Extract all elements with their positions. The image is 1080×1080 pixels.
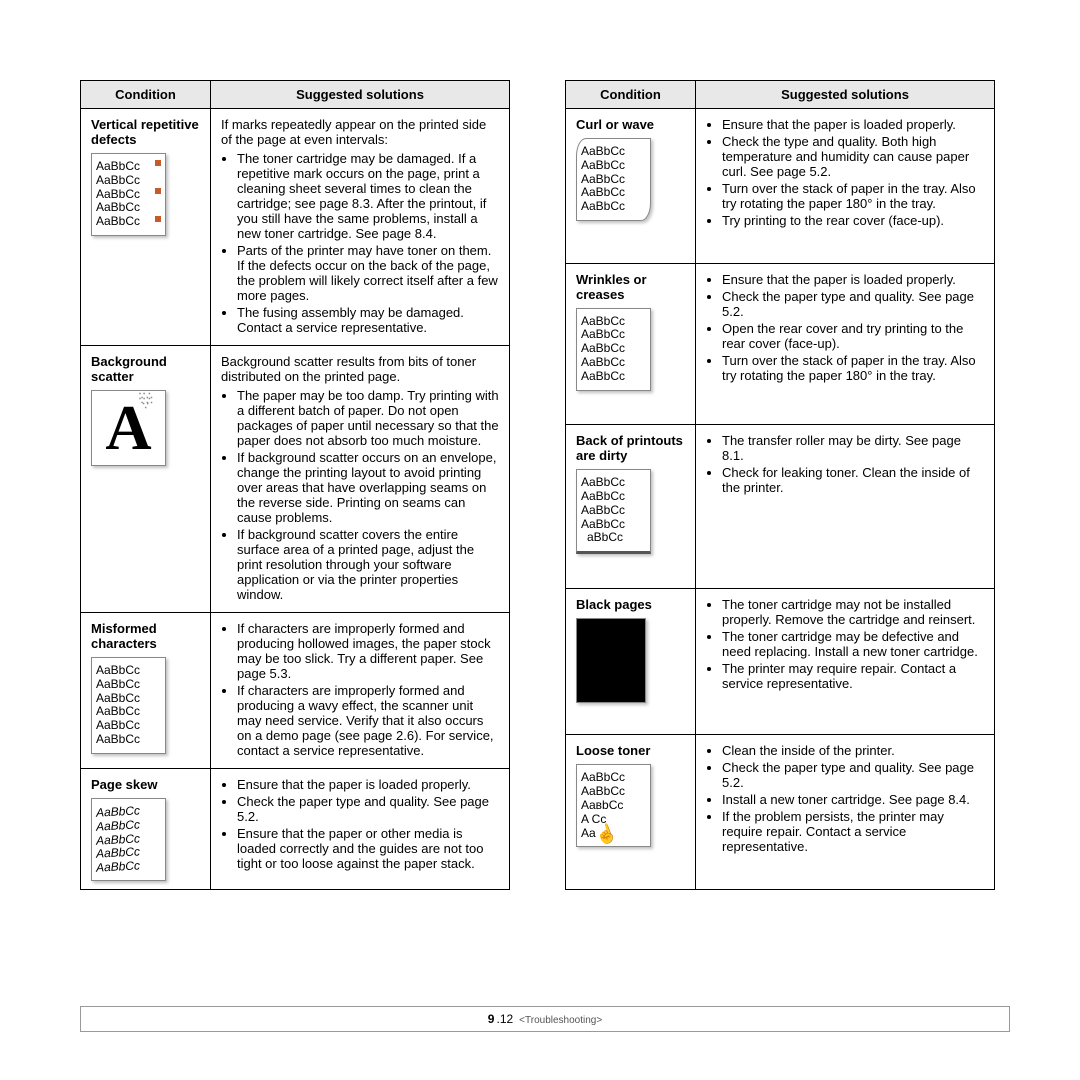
solution-item: Turn over the stack of paper in the tray…	[722, 353, 984, 383]
solution-item: The toner cartridge may not be installed…	[722, 597, 984, 627]
solution-item: The printer may require repair. Contact …	[722, 661, 984, 691]
sample-box: AaBbCcAaBbCcAaBbCcAaBbCcAaBbCc	[91, 798, 166, 881]
solution-cell: The toner cartridge may not be installed…	[696, 589, 995, 735]
sample-box: AaBbCcAaBbCcAaBbCcAaBbCcAaBbCc	[576, 308, 651, 391]
solution-item: The toner cartridge may be defective and…	[722, 629, 984, 659]
sample-box	[576, 618, 646, 703]
table-row: Vertical repetitive defects AaBbCcAaBbCcA…	[81, 109, 510, 346]
solution-item: Clean the inside of the printer.	[722, 743, 984, 758]
condition-title: Curl or wave	[576, 117, 685, 132]
solution-item: Ensure that the paper or other media is …	[237, 826, 499, 871]
header-condition: Condition	[81, 81, 211, 109]
solution-item: Check the paper type and quality. See pa…	[722, 289, 984, 319]
condition-cell: Loose toner AaBbCcAaBbCcAaʙbCcA CcAa☝	[566, 735, 696, 890]
table-row: Loose toner AaBbCcAaBbCcAaʙbCcA CcAa☝ Clea…	[566, 735, 995, 890]
solution-list: If characters are improperly formed and …	[221, 621, 499, 758]
page-footer: 9.12 <Troubleshooting>	[80, 1006, 1010, 1032]
condition-cell: Page skew AaBbCcAaBbCcAaBbCcAaBbCcAaBbCc	[81, 769, 211, 890]
header-solutions: Suggested solutions	[696, 81, 995, 109]
page-num: .12	[496, 1012, 513, 1026]
solution-item: Check the paper type and quality. See pa…	[237, 794, 499, 824]
solution-item: Ensure that the paper is loaded properly…	[722, 117, 984, 132]
header-condition: Condition	[566, 81, 696, 109]
solution-list: The transfer roller may be dirty. See pa…	[706, 433, 984, 495]
solution-list: Ensure that the paper is loaded properly…	[221, 777, 499, 871]
solution-item: The paper may be too damp. Try printing …	[237, 388, 499, 448]
solution-item: The transfer roller may be dirty. See pa…	[722, 433, 984, 463]
table-row: Wrinkles or creases AaBbCcAaBbCcAaBbCcAaB…	[566, 263, 995, 425]
solution-item: Check for leaking toner. Clean the insid…	[722, 465, 984, 495]
solution-item: If the problem persists, the printer may…	[722, 809, 984, 854]
solution-item: Check the paper type and quality. See pa…	[722, 760, 984, 790]
table-row: Curl or wave AaBbCcAaBbCcAaBbCcAaBbCcAaBb…	[566, 109, 995, 264]
solution-list: Clean the inside of the printer. Check th…	[706, 743, 984, 854]
solution-item: Turn over the stack of paper in the tray…	[722, 181, 984, 211]
solution-cell: If marks repeatedly appear on the printe…	[211, 109, 510, 346]
condition-title: Page skew	[91, 777, 200, 792]
solution-item: Ensure that the paper is loaded properly…	[237, 777, 499, 792]
solution-cell: Background scatter results from bits of …	[211, 346, 510, 613]
solution-list: Ensure that the paper is loaded properly…	[706, 117, 984, 228]
solution-cell: Ensure that the paper is loaded properly…	[696, 109, 995, 264]
sample-box: AaBbCcAaBbCcAaBbCcAaBbCcAaBbCc	[91, 153, 166, 236]
solution-item: If characters are improperly formed and …	[237, 683, 499, 758]
table-row: Misformed characters AaBbCcAaBbCcAaBbCcAa…	[81, 613, 510, 769]
page-content: Condition Suggested solutions Vertical r…	[0, 0, 1080, 890]
table-row: Back of printouts are dirty AaBbCcAaBbCcA…	[566, 425, 995, 589]
solution-item: Try printing to the rear cover (face-up)…	[722, 213, 984, 228]
solution-item: The fusing assembly may be damaged. Cont…	[237, 305, 499, 335]
left-table: Condition Suggested solutions Vertical r…	[80, 80, 510, 890]
sample-box: AaBbCcAaBbCcAaBbCcAaBbCcAaBbCcAaBbCc	[91, 657, 166, 754]
intro-text: Background scatter results from bits of …	[221, 354, 499, 384]
solution-item: Check the type and quality. Both high te…	[722, 134, 984, 179]
solution-item: If background scatter covers the entire …	[237, 527, 499, 602]
condition-cell: Curl or wave AaBbCcAaBbCcAaBbCcAaBbCcAaBb…	[566, 109, 696, 264]
solution-item: Open the rear cover and try printing to …	[722, 321, 984, 351]
solution-item: Parts of the printer may have toner on t…	[237, 243, 499, 303]
condition-title: Loose toner	[576, 743, 685, 758]
condition-title: Misformed characters	[91, 621, 200, 651]
chapter-label: <Troubleshooting>	[519, 1015, 602, 1026]
sample-box: AaBbCcAaBbCcAaBbCcAaBbCc aBbCc	[576, 469, 651, 554]
solution-cell: Clean the inside of the printer. Check th…	[696, 735, 995, 890]
solution-cell: The transfer roller may be dirty. See pa…	[696, 425, 995, 589]
condition-cell: Back of printouts are dirty AaBbCcAaBbCcA…	[566, 425, 696, 589]
condition-title: Back of printouts are dirty	[576, 433, 685, 463]
solution-cell: Ensure that the paper is loaded properly…	[211, 769, 510, 890]
condition-title: Background scatter	[91, 354, 200, 384]
condition-cell: Black pages	[566, 589, 696, 735]
intro-text: If marks repeatedly appear on the printe…	[221, 117, 499, 147]
condition-title: Wrinkles or creases	[576, 272, 685, 302]
solution-list: The paper may be too damp. Try printing …	[221, 388, 499, 602]
table-row: Black pages The toner cartridge may not b…	[566, 589, 995, 735]
condition-cell: Background scatter A∵∴∵∴∵	[81, 346, 211, 613]
table-row: Background scatterA∵∴∵∴∵Background scatt…	[81, 346, 510, 613]
header-solutions: Suggested solutions	[211, 81, 510, 109]
table-row: Page skew AaBbCcAaBbCcAaBbCcAaBbCcAaBbCc E…	[81, 769, 510, 890]
sample-box: AaBbCcAaBbCcAaʙbCcA CcAa☝	[576, 764, 651, 847]
solution-item: If characters are improperly formed and …	[237, 621, 499, 681]
solution-list: Ensure that the paper is loaded properly…	[706, 272, 984, 383]
sample-box: AaBbCcAaBbCcAaBbCcAaBbCcAaBbCc	[576, 138, 651, 221]
solution-item: If background scatter occurs on an envel…	[237, 450, 499, 525]
condition-title: Black pages	[576, 597, 685, 612]
condition-cell: Vertical repetitive defects AaBbCcAaBbCcA…	[81, 109, 211, 346]
solution-cell: Ensure that the paper is loaded properly…	[696, 263, 995, 425]
solution-item: Install a new toner cartridge. See page …	[722, 792, 984, 807]
condition-cell: Wrinkles or creases AaBbCcAaBbCcAaBbCcAaB…	[566, 263, 696, 425]
solution-item: Ensure that the paper is loaded properly…	[722, 272, 984, 287]
solution-list: The toner cartridge may be damaged. If a…	[221, 151, 499, 335]
solution-item: The toner cartridge may be damaged. If a…	[237, 151, 499, 241]
condition-title: Vertical repetitive defects	[91, 117, 200, 147]
page-prefix: 9	[488, 1012, 495, 1026]
solution-cell: If characters are improperly formed and …	[211, 613, 510, 769]
solution-list: The toner cartridge may not be installed…	[706, 597, 984, 691]
right-table: Condition Suggested solutions Curl or wa…	[565, 80, 995, 890]
condition-cell: Misformed characters AaBbCcAaBbCcAaBbCcAa…	[81, 613, 211, 769]
sample-box: A∵∴∵∴∵	[91, 390, 166, 466]
